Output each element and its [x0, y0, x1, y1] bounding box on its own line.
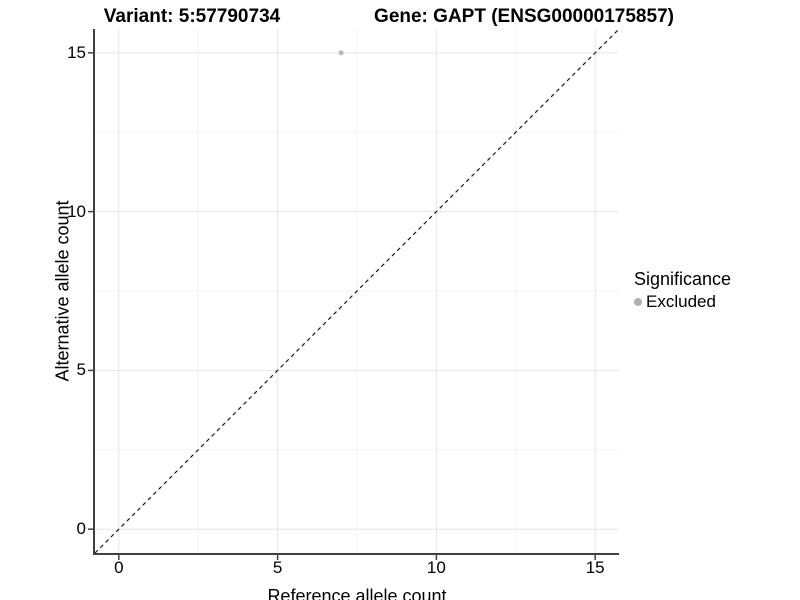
x-tick-label: 5: [272, 558, 283, 577]
data-point: [338, 50, 344, 56]
x-tick-label: 0: [114, 558, 124, 577]
variant-title: Variant: 5:57790734: [103, 6, 281, 27]
x-tick-label: 15: [585, 558, 605, 577]
legend-item-excluded: Excluded: [634, 292, 731, 312]
y-tick-label: 5: [76, 360, 86, 380]
y-tick-label: 15: [67, 42, 86, 62]
gene-title: Gene: GAPT (ENSG00000175857): [374, 6, 674, 27]
identity-dashed-line: [94, 28, 620, 554]
legend-item-label: Excluded: [646, 292, 716, 311]
legend-title: Significance: [634, 269, 732, 289]
legend-point-icon: [634, 298, 642, 306]
x-tick-label: 10: [426, 558, 446, 577]
y-axis-title: Alternative allele count: [52, 200, 73, 382]
legend: Significance Excluded: [634, 269, 731, 312]
x-axis-title: Reference allele count: [267, 586, 447, 600]
y-tick-label: 0: [76, 519, 86, 539]
y-tick-label: 10: [67, 201, 86, 221]
